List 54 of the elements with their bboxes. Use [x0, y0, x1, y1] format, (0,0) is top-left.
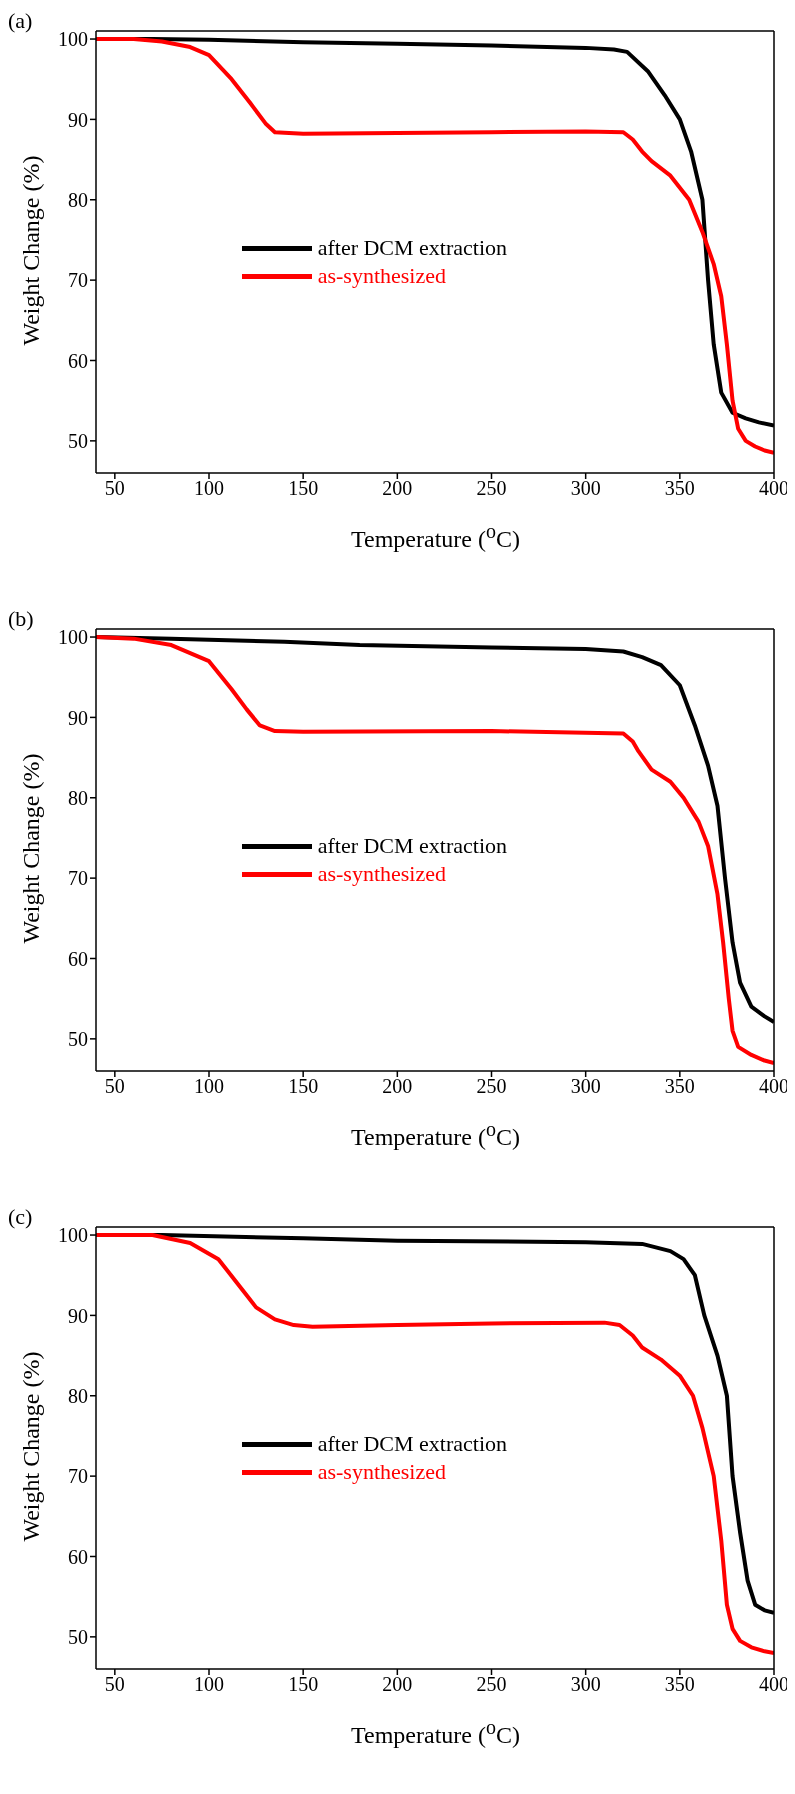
y-tick-label: 90: [68, 108, 88, 131]
y-tick-label: 50: [68, 1027, 88, 1050]
x-tick-label: 50: [104, 1673, 125, 1696]
x-tick-label: 350: [664, 1075, 695, 1098]
y-axis-title: Weight Change (%): [17, 1351, 44, 1542]
x-tick-label: 200: [382, 1673, 413, 1696]
y-tick-label: 70: [68, 867, 88, 890]
y-tick-label: 50: [68, 1625, 88, 1648]
y-tick-label: 90: [68, 706, 88, 729]
x-tick-label: 200: [382, 477, 413, 500]
x-axis-title: Temperature ($^{o}$C): [350, 520, 521, 553]
x-tick-label: 250: [476, 477, 507, 500]
chart-title: (a): [8, 8, 33, 34]
x-axis-title: Temperature ($^{o}$C): [350, 1716, 521, 1749]
legend-label: as-synthesized: [317, 1459, 446, 1486]
x-tick-label: 300: [570, 477, 601, 500]
x-tick-label: 350: [664, 477, 695, 500]
x-tick-label: 300: [570, 1673, 601, 1696]
chart-title: (c): [8, 1204, 33, 1230]
x-tick-label: 100: [194, 477, 224, 500]
y-tick-label: 100: [58, 28, 88, 51]
y-axis-title: Weight Change (%): [17, 753, 44, 944]
y-tick-label: 70: [68, 1465, 88, 1488]
chart-title: (b): [8, 606, 34, 632]
x-tick-label: 100: [194, 1075, 224, 1098]
y-tick-label: 100: [58, 626, 88, 649]
y-tick-label: 60: [68, 947, 88, 970]
x-tick-label: 250: [476, 1673, 507, 1696]
y-tick-label: 80: [68, 786, 88, 809]
legend-label: as-synthesized: [317, 263, 446, 290]
x-axis-title: Temperature ($^{o}$C): [350, 1118, 521, 1151]
y-tick-label: 70: [68, 269, 88, 292]
y-tick-label: 90: [68, 1304, 88, 1327]
y-axis-title: Weight Change (%): [17, 155, 44, 346]
y-tick-label: 50: [68, 429, 88, 452]
x-tick-label: 350: [664, 1673, 695, 1696]
legend-label: after DCM extraction: [317, 1431, 508, 1458]
y-tick-label: 80: [68, 188, 88, 211]
x-tick-label: 50: [104, 1075, 125, 1098]
x-tick-label: 50: [104, 477, 125, 500]
x-tick-label: 150: [288, 1673, 319, 1696]
x-tick-label: 300: [570, 1075, 601, 1098]
legend-label: after DCM extraction: [317, 833, 508, 860]
x-tick-label: 100: [194, 1673, 224, 1696]
x-tick-label: 200: [382, 1075, 413, 1098]
x-tick-label: 150: [288, 1075, 319, 1098]
x-tick-label: 150: [288, 477, 319, 500]
x-tick-label: 250: [476, 1075, 507, 1098]
legend-label: as-synthesized: [317, 861, 446, 888]
y-tick-label: 60: [68, 349, 88, 372]
y-tick-label: 100: [58, 1224, 88, 1247]
legend-label: after DCM extraction: [317, 235, 508, 262]
y-tick-label: 60: [68, 1545, 88, 1568]
y-tick-label: 80: [68, 1384, 88, 1407]
